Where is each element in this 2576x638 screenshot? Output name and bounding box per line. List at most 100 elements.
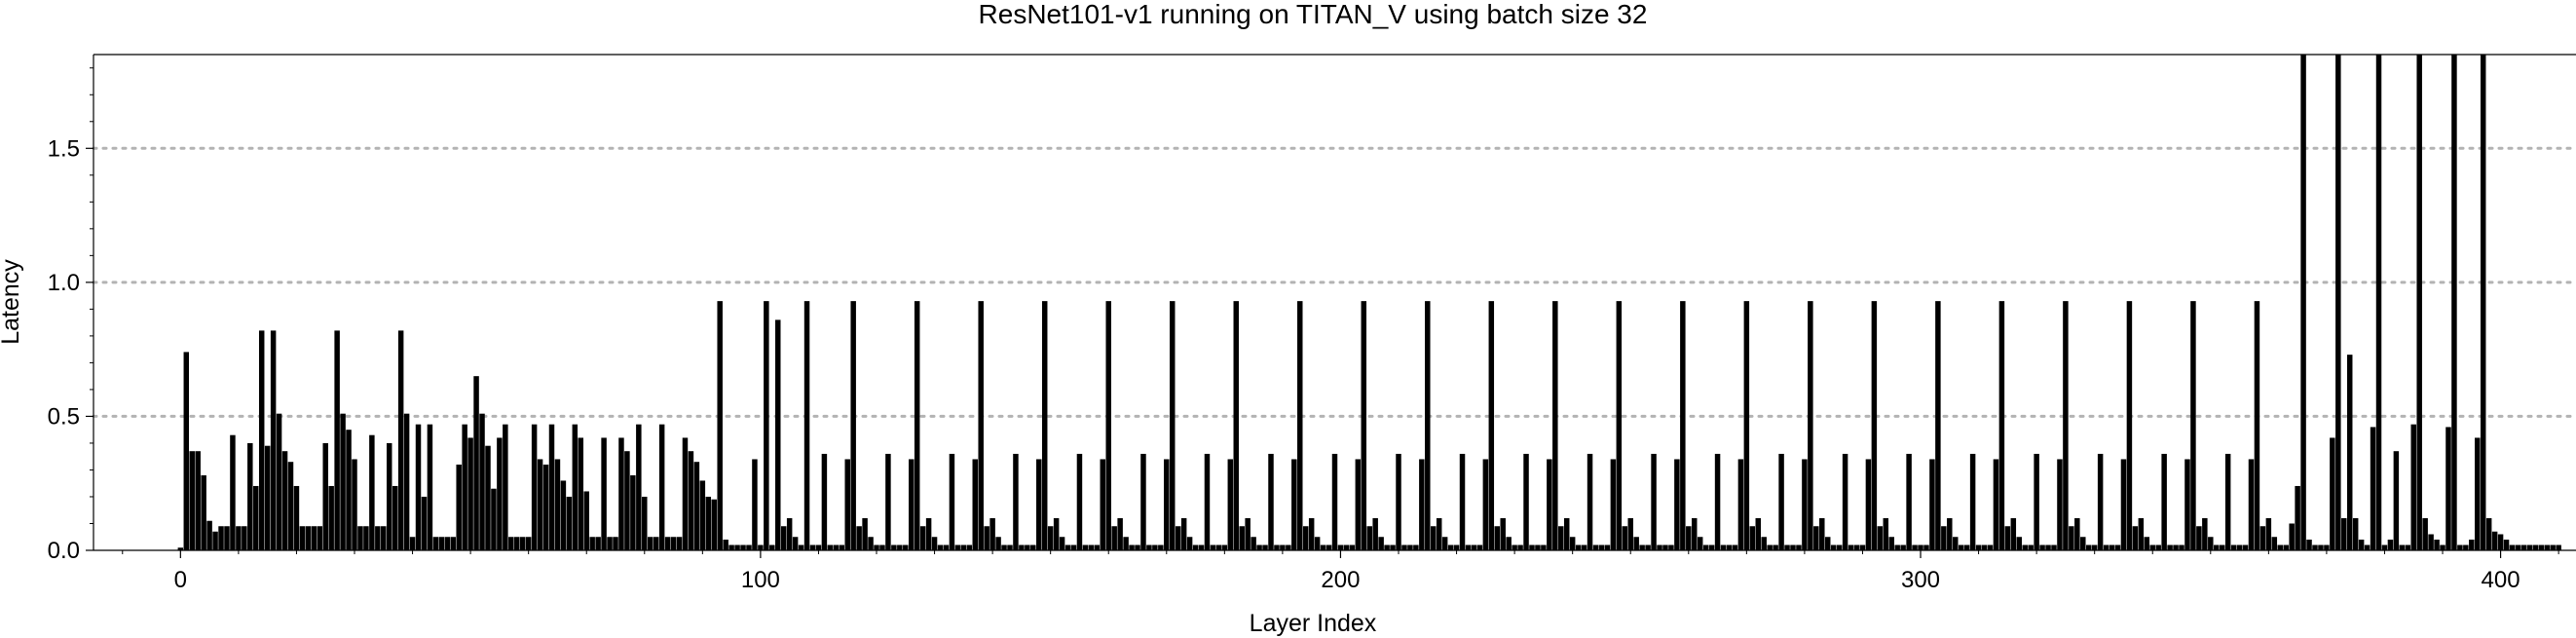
bar <box>1268 453 1274 550</box>
bar <box>1453 544 1460 550</box>
bar <box>2364 544 2371 550</box>
bar <box>1523 453 1529 550</box>
bar <box>2091 544 2098 550</box>
bar <box>1808 301 1813 550</box>
bar <box>2556 544 2561 550</box>
bar <box>1041 301 1048 550</box>
bar <box>183 352 190 550</box>
bar <box>2114 544 2121 550</box>
bar <box>1286 544 1291 550</box>
bar <box>1325 544 1332 550</box>
bar <box>392 485 398 550</box>
bar <box>375 526 381 550</box>
bar <box>1842 453 1848 550</box>
bar <box>705 496 712 550</box>
bar <box>2538 544 2545 550</box>
bar <box>1732 544 1738 550</box>
bar <box>1164 459 1170 550</box>
bar <box>1662 544 1668 550</box>
bar <box>560 480 567 550</box>
bar <box>2103 544 2109 550</box>
bar <box>1616 301 1623 550</box>
bar <box>444 537 451 550</box>
chart-title: ResNet101-v1 running on TITAN_V using ba… <box>979 0 1648 29</box>
bar <box>1158 544 1164 550</box>
bar <box>2520 544 2527 550</box>
bar <box>2149 544 2155 550</box>
bar <box>1512 544 1517 550</box>
bar <box>2370 427 2376 550</box>
bar <box>1900 544 1906 550</box>
bar <box>1401 544 1407 550</box>
bar <box>542 464 549 550</box>
bar <box>792 537 799 550</box>
bar <box>1459 453 1466 550</box>
bar <box>909 459 915 550</box>
bar <box>1761 537 1767 550</box>
bar <box>1848 544 1854 550</box>
bar <box>508 537 514 550</box>
bar <box>2306 539 2312 550</box>
bar <box>479 413 485 550</box>
bar <box>891 544 897 550</box>
bar <box>1929 459 1935 550</box>
bar <box>1918 544 1923 550</box>
bar <box>2259 526 2266 550</box>
bar <box>1883 517 1889 550</box>
bar <box>676 537 683 550</box>
bar <box>1198 544 1205 550</box>
bar <box>2532 544 2539 550</box>
bar <box>925 517 932 550</box>
bar <box>780 526 787 550</box>
bar <box>1877 526 1884 550</box>
bar <box>1436 517 1442 550</box>
bar <box>1657 544 1662 550</box>
bar <box>2063 301 2069 550</box>
bar <box>1627 517 1633 550</box>
bar <box>253 485 259 550</box>
bar <box>1355 459 1362 550</box>
bar <box>2190 301 2196 550</box>
bar <box>960 544 967 550</box>
bar <box>2485 517 2492 550</box>
bar <box>340 413 346 550</box>
bar <box>2289 523 2295 550</box>
bar <box>1227 459 1234 550</box>
bar <box>2057 459 2063 550</box>
bar <box>2230 544 2237 550</box>
bar <box>2475 437 2481 550</box>
bar <box>1680 301 1686 550</box>
x-tick-label: 100 <box>741 567 780 593</box>
bar <box>1836 544 1843 550</box>
bar <box>2300 55 2306 550</box>
bar <box>218 526 224 550</box>
bar <box>491 488 497 550</box>
bar <box>2312 544 2318 550</box>
bar <box>1993 459 1999 550</box>
bar <box>1320 544 1326 550</box>
bar <box>381 526 387 550</box>
bar <box>328 485 334 550</box>
bar <box>311 526 317 550</box>
bar <box>740 544 746 550</box>
bar <box>2097 453 2104 550</box>
bar <box>236 526 242 550</box>
bar <box>421 496 428 550</box>
bar <box>1013 453 1019 550</box>
bar <box>966 544 973 550</box>
bar <box>1651 453 1657 550</box>
bar <box>467 437 473 550</box>
bar <box>1598 544 1605 550</box>
bar <box>809 544 816 550</box>
bar <box>305 526 312 550</box>
bar <box>2330 437 2335 550</box>
bar <box>1749 526 1756 550</box>
bar <box>636 424 642 550</box>
bar <box>2161 453 2167 550</box>
bar <box>868 537 874 550</box>
bar <box>746 544 752 550</box>
bar <box>1953 537 1959 550</box>
bar <box>2469 539 2475 550</box>
bar <box>2051 544 2057 550</box>
bar <box>2184 459 2190 550</box>
